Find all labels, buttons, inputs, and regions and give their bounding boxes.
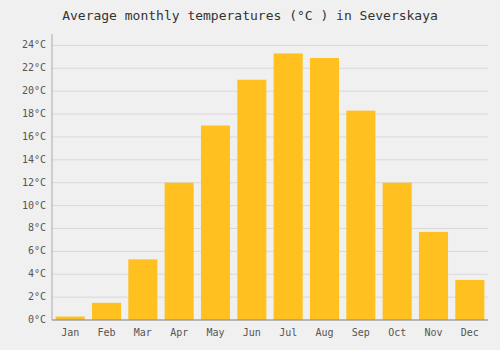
x-tick-label: Jan [61,327,79,338]
y-tick-label: 8°C [28,222,46,233]
bar [92,303,121,320]
y-tick-label: 4°C [28,268,46,279]
x-tick-label: Sep [352,327,370,338]
x-tick-label: Mar [134,327,152,338]
grid-line [52,320,488,321]
bar [237,80,266,320]
y-tick-label: 6°C [28,245,46,256]
x-tick-label: Jun [243,327,261,338]
chart-title: Average monthly temperatures (°C ) in Se… [62,8,438,23]
bar [346,111,375,320]
bar [419,232,448,320]
grid-line [52,91,488,92]
chart-svg: 0°C 2°C 4°C 6°C 8°C 10°C 12°C 14°C 16°C 18°C 20°C 2… [0,0,500,350]
x-tick-label: Aug [315,327,333,338]
grid-line [52,159,488,160]
x-tick-label: Oct [388,327,406,338]
y-tick-label: 2°C [28,291,46,302]
x-tick-label: Feb [97,327,115,338]
bars [56,53,485,320]
bar [165,183,194,320]
y-tick-label: 18°C [22,108,46,119]
y-grid [52,45,488,320]
bar [201,126,230,320]
y-tick-label: 20°C [22,85,46,96]
y-tick-label: 12°C [22,177,46,188]
bar [56,317,85,320]
bar [455,280,484,320]
y-tick-label: 10°C [22,200,46,211]
grid-line [52,114,488,115]
y-tick-label: 0°C [28,314,46,325]
grid-line [52,228,488,229]
chart-container: 0°C 2°C 4°C 6°C 8°C 10°C 12°C 14°C 16°C 18°C 20°C 2… [0,0,500,350]
y-tick-label: 16°C [22,131,46,142]
x-tick-labels: Jan Feb Mar Apr May Jun Jul Aug Sep Oct Nov Dec [61,327,479,338]
bar [274,53,303,320]
x-axis-line [52,320,488,321]
y-tick-label: 22°C [22,62,46,73]
y-tick-label: 24°C [22,39,46,50]
grid-line [52,45,488,46]
grid-line [52,205,488,206]
bar [310,58,339,320]
x-tick-label: Jul [279,327,297,338]
bar [128,259,157,320]
x-tick-label: Apr [170,327,188,338]
x-tick-label: Dec [461,327,479,338]
x-tick-label: Nov [424,327,442,338]
y-tick-labels: 0°C 2°C 4°C 6°C 8°C 10°C 12°C 14°C 16°C 18°C 20°C 2… [22,39,46,325]
grid-line [52,68,488,69]
grid-line [52,182,488,183]
x-tick-label: May [206,327,224,338]
y-tick-label: 14°C [22,154,46,165]
bar [383,183,412,320]
grid-line [52,136,488,137]
y-axis-line [52,34,53,320]
